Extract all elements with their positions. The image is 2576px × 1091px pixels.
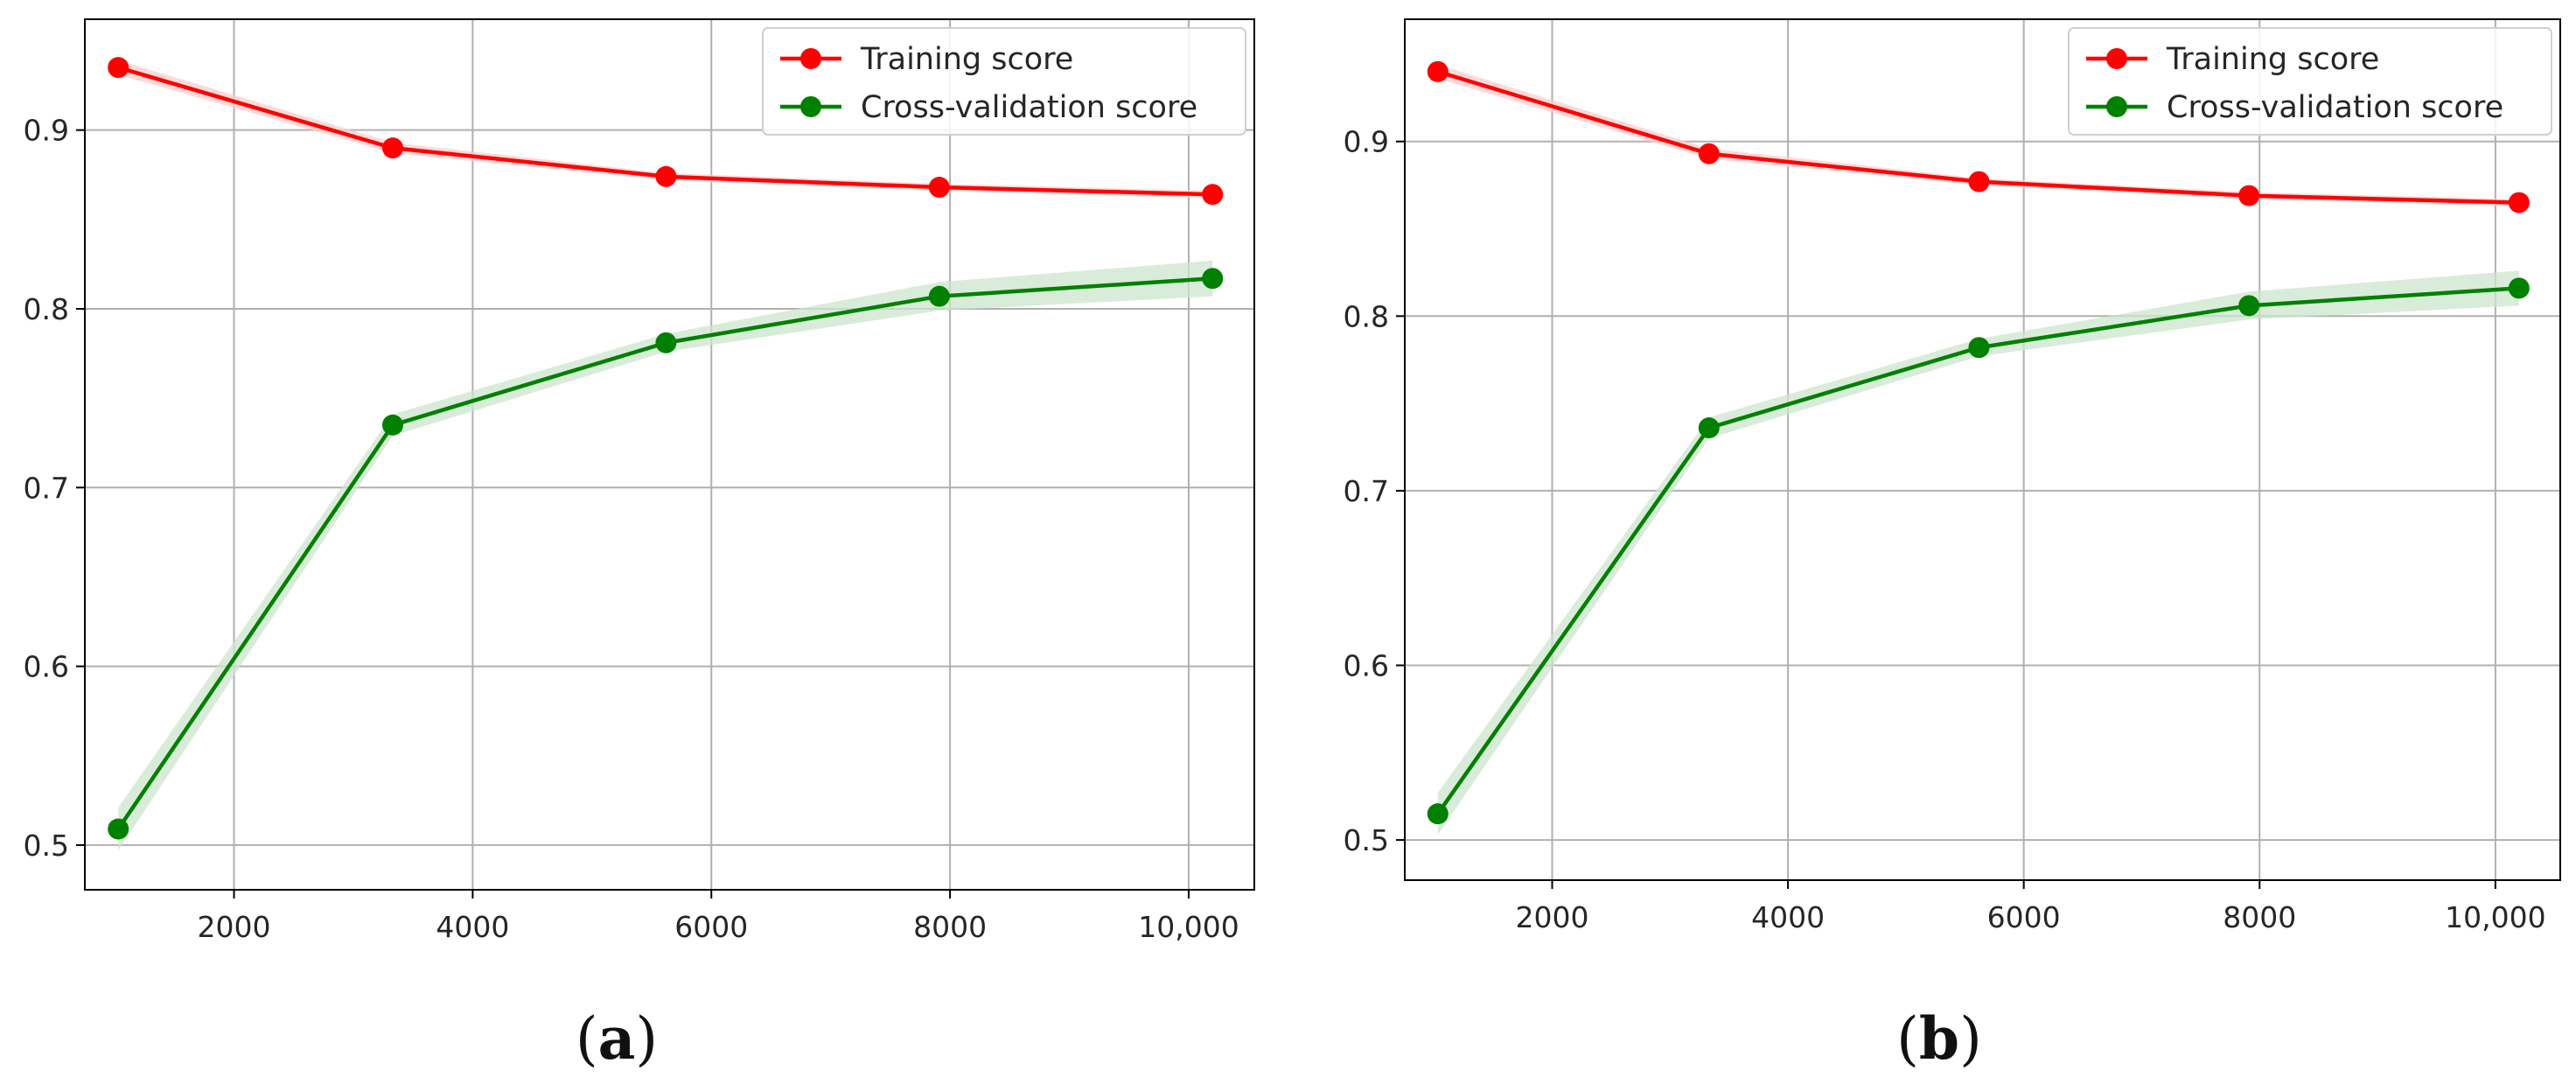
data-point xyxy=(2508,192,2530,213)
data-point xyxy=(381,414,403,436)
x-tick-label: 10,000 xyxy=(2445,900,2545,934)
legend-label: Training score xyxy=(860,42,1073,77)
data-point xyxy=(1427,803,1449,825)
y-axis: 0.5 0.6 0.7 0.8 0.9 xyxy=(1344,125,1405,857)
panel-label: b xyxy=(1919,1004,1959,1073)
grid xyxy=(1405,19,2560,880)
y-tick-label: 0.9 xyxy=(24,114,69,148)
series-line xyxy=(116,276,1213,830)
std-band xyxy=(118,59,1213,199)
chart-panel-a: 2000 4000 6000 8000 10,000 0.5 0.6 0.7 0.8 0.9 Tra… xyxy=(24,18,1255,1073)
x-axis: 2000 4000 6000 8000 10,000 xyxy=(1516,880,2546,934)
axes-frame xyxy=(1404,18,2561,881)
axes-frame xyxy=(84,18,1255,891)
x-tick-label: 2000 xyxy=(1516,900,1589,934)
grid xyxy=(85,19,1254,890)
legend: Training score Cross-validation score xyxy=(762,27,1246,136)
y-tick-label: 0.6 xyxy=(1344,648,1389,682)
panel-caption: (a) xyxy=(576,1004,658,1073)
data-point xyxy=(2238,185,2260,206)
series-training xyxy=(1427,60,2530,213)
y-tick-label: 0.8 xyxy=(24,292,69,326)
x-axis: 2000 4000 6000 8000 10,000 xyxy=(198,890,1239,944)
data-point xyxy=(655,332,677,353)
y-tick-label: 0.7 xyxy=(1344,474,1389,508)
x-tick-label: 10,000 xyxy=(1138,910,1239,944)
chart-panel-b: 2000 4000 6000 8000 10,000 0.5 0.6 0.7 0.8 0.9 Tra… xyxy=(1344,18,2561,1073)
data-point xyxy=(1427,60,1449,82)
data-point xyxy=(655,165,677,187)
x-tick-label: 2000 xyxy=(198,910,271,944)
data-point xyxy=(1202,184,1224,206)
series-line xyxy=(1435,286,2519,815)
data-point xyxy=(1202,268,1224,290)
legend-label: Cross-validation score xyxy=(2167,90,2503,125)
legend-label: Cross-validation score xyxy=(861,90,1197,125)
series-cross-validation xyxy=(1427,270,2530,836)
data-point xyxy=(381,137,403,159)
legend-marker xyxy=(800,96,821,117)
x-tick-label: 6000 xyxy=(1987,900,2061,934)
legend-marker xyxy=(2106,48,2127,69)
data-point xyxy=(1698,417,1720,439)
y-tick-label: 0.8 xyxy=(1344,299,1389,333)
data-point xyxy=(928,177,950,199)
y-tick-label: 0.9 xyxy=(1344,125,1389,159)
y-tick-label: 0.6 xyxy=(24,650,69,684)
y-tick-label: 0.7 xyxy=(24,471,69,505)
x-tick-label: 4000 xyxy=(436,910,509,944)
y-tick-label: 0.5 xyxy=(24,829,69,863)
panel-label: a xyxy=(598,1004,636,1073)
panel-caption: (b) xyxy=(1896,1004,1982,1073)
legend-box xyxy=(762,27,1246,136)
data-point xyxy=(108,57,129,79)
data-point xyxy=(1698,143,1720,164)
legend-marker xyxy=(800,48,821,69)
legend-box xyxy=(2068,27,2552,136)
data-point xyxy=(928,285,950,307)
series-cross-validation xyxy=(108,260,1224,851)
x-tick-label: 6000 xyxy=(674,910,748,944)
legend-marker xyxy=(2106,96,2127,117)
legend-label: Training score xyxy=(2166,42,2379,77)
x-tick-label: 8000 xyxy=(913,910,987,944)
y-axis: 0.5 0.6 0.7 0.8 0.9 xyxy=(24,114,85,863)
x-tick-label: 4000 xyxy=(1751,900,1825,934)
data-point xyxy=(1968,337,1990,359)
y-tick-label: 0.5 xyxy=(1344,823,1389,857)
data-point xyxy=(1968,171,1990,192)
data-point xyxy=(2238,295,2260,317)
data-point xyxy=(2508,277,2530,299)
x-tick-label: 8000 xyxy=(2223,900,2296,934)
legend: Training score Cross-validation score xyxy=(2068,27,2552,136)
series-training xyxy=(108,57,1224,206)
data-point xyxy=(108,818,129,840)
